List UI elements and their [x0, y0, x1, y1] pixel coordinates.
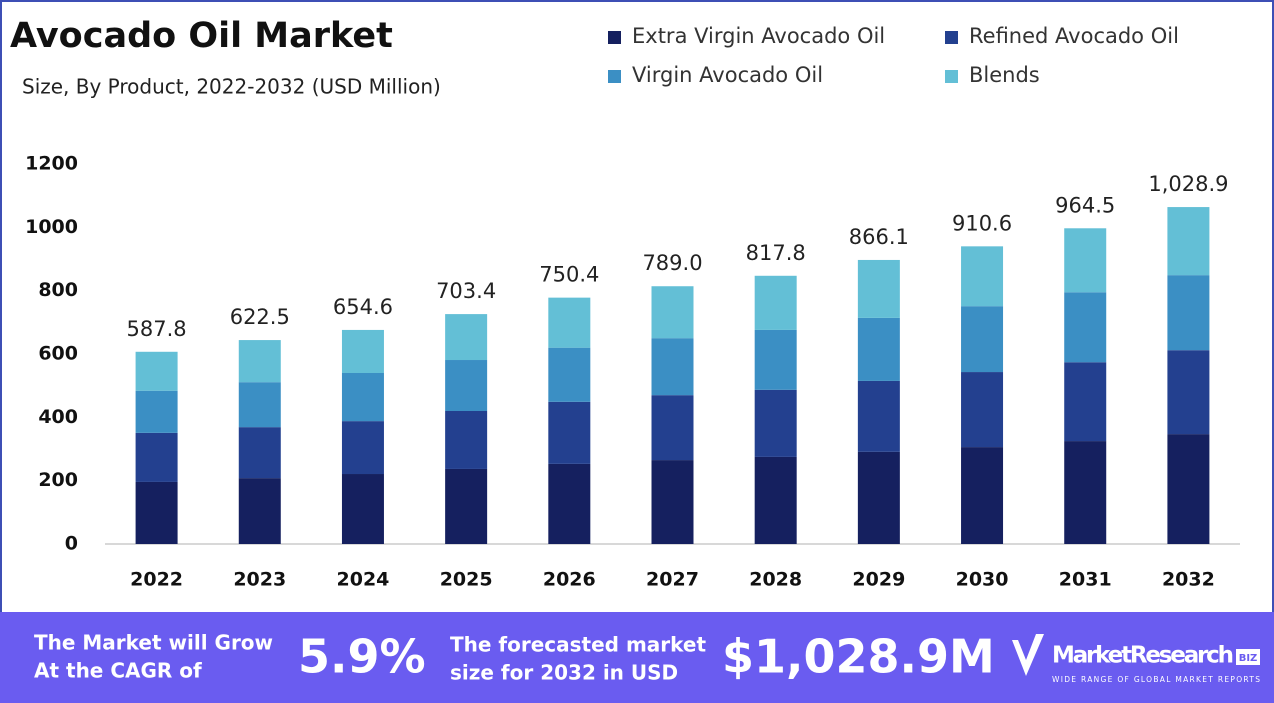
cagr-value: 5.9%: [298, 630, 426, 684]
bar-segment: [238, 427, 281, 479]
bar-segment: [238, 382, 281, 428]
total-label: 622.5: [230, 305, 290, 329]
x-tick-label: 2029: [852, 569, 905, 591]
bar-segment: [238, 340, 281, 383]
bar-segment: [961, 372, 1004, 448]
bar-segment: [445, 360, 488, 411]
bar-segment: [135, 390, 178, 433]
legend-swatch: [608, 70, 621, 83]
legend-swatch: [608, 31, 621, 44]
logo-icon: [1012, 634, 1044, 676]
bar-segment: [445, 468, 488, 544]
bar-segment: [1167, 207, 1210, 276]
legend-label: Extra Virgin Avocado Oil: [632, 24, 885, 48]
bar-segment: [857, 451, 900, 544]
bar-segment: [238, 478, 281, 544]
legend-label: Blends: [969, 63, 1040, 87]
bar-segment: [548, 297, 591, 348]
bar-segment: [341, 474, 384, 544]
y-tick-label: 600: [38, 343, 78, 365]
chart-title: Avocado Oil Market: [10, 16, 393, 56]
total-label: 910.6: [952, 211, 1012, 235]
bar-segment: [651, 338, 694, 396]
bar-segment: [961, 246, 1004, 307]
cagr-text: At the CAGR of: [34, 659, 202, 683]
total-label: 703.4: [436, 279, 496, 303]
x-tick-label: 2028: [749, 569, 802, 591]
legend-swatch: [945, 31, 958, 44]
x-tick-label: 2024: [337, 569, 390, 591]
bar-segment: [135, 481, 178, 544]
bar-segment: [651, 395, 694, 461]
x-tick-label: 2026: [543, 569, 596, 591]
y-tick-label: 1000: [25, 216, 78, 238]
total-label: 587.8: [127, 317, 187, 341]
bar-segment: [548, 347, 591, 402]
y-tick-label: 0: [65, 533, 78, 555]
forecast-text: The forecasted market: [450, 633, 706, 657]
x-tick-label: 2032: [1162, 569, 1215, 591]
y-tick-label: 400: [38, 406, 78, 428]
bar-segment: [341, 373, 384, 422]
x-tick-label: 2025: [440, 569, 493, 591]
total-label: 789.0: [642, 251, 702, 275]
bar-segment: [445, 314, 488, 361]
bar-segment: [135, 432, 178, 482]
bar-segment: [651, 460, 694, 544]
bar-segment: [857, 380, 900, 452]
total-label: 817.8: [746, 241, 806, 265]
total-label: 964.5: [1055, 193, 1115, 217]
bar-segment: [961, 447, 1004, 544]
bar-segment: [341, 329, 384, 373]
bar-segment: [1064, 441, 1107, 544]
legend-label: Virgin Avocado Oil: [632, 63, 823, 87]
bar-segment: [1064, 362, 1107, 442]
bar-segment: [754, 456, 797, 544]
chart-subtitle: Size, By Product, 2022-2032 (USD Million…: [22, 75, 441, 99]
logo-badge-box: [1236, 649, 1260, 665]
y-tick-label: 1200: [25, 153, 78, 175]
forecast-text: size for 2032 in USD: [450, 661, 678, 685]
x-tick-label: 2030: [956, 569, 1009, 591]
footer-band: [0, 612, 1274, 703]
cagr-text: The Market will Grow: [34, 631, 273, 655]
bar-segment: [754, 329, 797, 390]
bar-segment: [548, 463, 591, 544]
total-label: 654.6: [333, 295, 393, 319]
legend-swatch: [945, 70, 958, 83]
bar-segment: [961, 306, 1004, 373]
x-tick-label: 2027: [646, 569, 699, 591]
bar-segment: [548, 401, 591, 464]
bar-segment: [341, 421, 384, 475]
bar-segment: [857, 259, 900, 318]
total-label: 750.4: [539, 263, 599, 287]
bar-segment: [1167, 350, 1210, 435]
bar-segment: [1064, 228, 1107, 293]
x-tick-label: 2031: [1059, 569, 1112, 591]
bar-segment: [754, 389, 797, 457]
x-tick-label: 2023: [233, 569, 286, 591]
bar-segment: [857, 317, 900, 381]
bar-segment: [1167, 275, 1210, 351]
forecast-value: $1,028.9M: [722, 630, 995, 684]
bar-segment: [754, 275, 797, 330]
logo-tagline: WIDE RANGE OF GLOBAL MARKET REPORTS: [1052, 675, 1260, 684]
bar-segment: [1064, 292, 1107, 363]
x-tick-label: 2022: [130, 569, 183, 591]
total-label: 1,028.9: [1148, 172, 1228, 196]
y-tick-label: 800: [38, 279, 78, 301]
logo-badge: BIZ: [1239, 653, 1258, 664]
total-label: 866.1: [849, 225, 909, 249]
bar-segment: [651, 286, 694, 339]
logo: MarketResearch: [1052, 643, 1234, 669]
bar-segment: [445, 411, 488, 469]
legend-label: Refined Avocado Oil: [969, 24, 1179, 48]
y-tick-label: 200: [38, 469, 78, 491]
bar-segment: [135, 351, 178, 391]
bar-segment: [1167, 434, 1210, 544]
